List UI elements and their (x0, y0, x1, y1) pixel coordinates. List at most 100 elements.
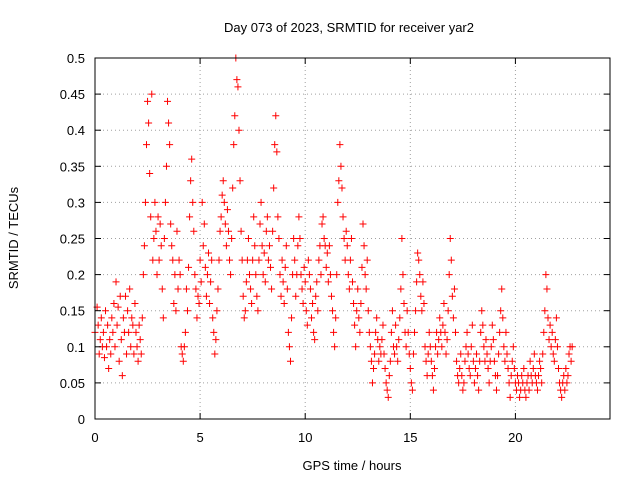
data-point (327, 292, 335, 300)
data-point (443, 336, 451, 344)
data-point (539, 350, 547, 358)
data-point (277, 292, 285, 300)
data-point (475, 386, 483, 394)
data-point (144, 97, 152, 105)
data-point (385, 372, 393, 380)
data-point (568, 343, 576, 351)
data-point (444, 307, 452, 315)
data-point (237, 227, 245, 235)
data-point (465, 364, 473, 372)
data-point (386, 357, 394, 365)
data-point (502, 328, 510, 336)
data-point (345, 285, 353, 293)
data-point (333, 271, 341, 279)
data-point (488, 321, 496, 329)
data-point (392, 321, 400, 329)
data-point (241, 307, 249, 315)
data-point (550, 357, 558, 365)
data-point (196, 256, 204, 264)
data-point (129, 321, 137, 329)
data-point (268, 285, 276, 293)
data-point (318, 220, 326, 228)
data-point (94, 321, 102, 329)
data-point (296, 235, 304, 242)
data-point (256, 220, 264, 228)
data-point (261, 278, 269, 286)
data-point (281, 263, 289, 271)
data-point (246, 271, 253, 279)
data-point (186, 213, 194, 221)
data-point (258, 242, 266, 250)
data-point (495, 350, 503, 358)
data-point (398, 235, 406, 242)
data-point (494, 372, 502, 380)
data-point (178, 350, 186, 358)
y-tick-label: 0.2 (67, 268, 85, 283)
data-point (253, 292, 261, 300)
data-point (533, 386, 541, 394)
data-point (347, 235, 355, 242)
data-point (179, 357, 187, 365)
data-point (420, 299, 428, 307)
data-point (507, 372, 515, 380)
data-point (313, 278, 321, 286)
data-point (379, 321, 387, 329)
data-point (160, 235, 168, 242)
data-point (150, 235, 158, 242)
chart-title: Day 073 of 2023, SRMTID for receiver yar… (224, 20, 474, 35)
data-point (242, 278, 250, 286)
data-point (458, 372, 466, 380)
data-point (331, 343, 339, 351)
data-point (542, 271, 550, 279)
data-point (337, 162, 345, 170)
data-point (141, 198, 149, 206)
data-point (166, 141, 174, 149)
data-point (131, 299, 139, 307)
data-point (340, 235, 348, 242)
data-point (490, 357, 498, 365)
data-point (357, 299, 365, 307)
data-point (319, 213, 327, 221)
data-point (496, 328, 504, 336)
data-point (159, 314, 167, 322)
data-point (351, 321, 359, 329)
data-point (148, 90, 156, 98)
data-point (463, 328, 471, 336)
data-point (315, 256, 323, 264)
data-point (473, 350, 481, 358)
data-point (485, 379, 493, 387)
data-point (200, 220, 208, 228)
data-point (207, 278, 215, 286)
data-point (167, 220, 175, 228)
data-point (208, 256, 216, 264)
data-point (215, 256, 223, 264)
data-point (262, 227, 270, 235)
data-point (244, 235, 252, 242)
data-point (380, 350, 388, 358)
data-point (453, 357, 461, 365)
data-point (506, 393, 514, 401)
data-point (265, 242, 273, 250)
data-point (99, 328, 107, 336)
data-point (530, 350, 538, 358)
data-point (387, 328, 395, 336)
data-point (187, 177, 195, 185)
data-point (378, 336, 386, 344)
data-point (133, 343, 141, 351)
data-point (132, 328, 140, 336)
x-tick-label: 5 (196, 430, 203, 445)
data-point (459, 386, 467, 394)
data-point (295, 213, 303, 221)
data-point (183, 307, 191, 315)
data-point (361, 271, 369, 279)
data-point (326, 271, 334, 279)
data-point (222, 242, 230, 250)
data-point (161, 198, 169, 206)
data-point (143, 141, 150, 149)
data-point (548, 328, 556, 336)
data-point (210, 328, 218, 336)
data-point (435, 336, 443, 344)
data-point (364, 307, 372, 315)
data-point (330, 328, 338, 336)
data-point (273, 148, 281, 156)
